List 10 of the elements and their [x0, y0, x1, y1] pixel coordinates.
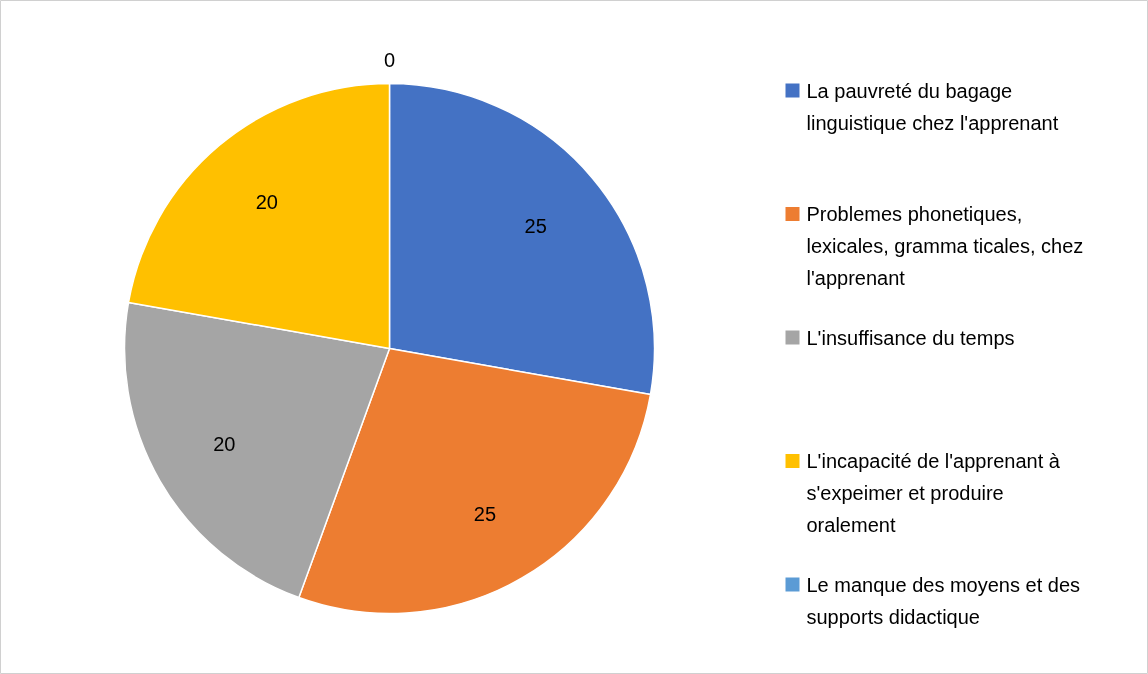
legend-label: L'insuffisance du temps [806, 326, 1015, 349]
legend-label: La pauvreté du bagage linguistique chez l'apprenant [806, 79, 1059, 134]
data-label: 25 [473, 502, 497, 525]
text: 0 [383, 48, 396, 71]
data-label: 20 [255, 191, 278, 214]
data-label: 20 [213, 432, 236, 455]
legend-label: Le manque des moyens et des supports didactique [806, 573, 1081, 628]
legend-label: L'incapacité de l'apprenant à s'expeimer et produire oralement [806, 450, 1061, 536]
legend-label: Problemes phonetiques, lexicales, gramma ticales, chez l'apprenant [806, 203, 1084, 289]
data-label: 25 [524, 214, 547, 237]
